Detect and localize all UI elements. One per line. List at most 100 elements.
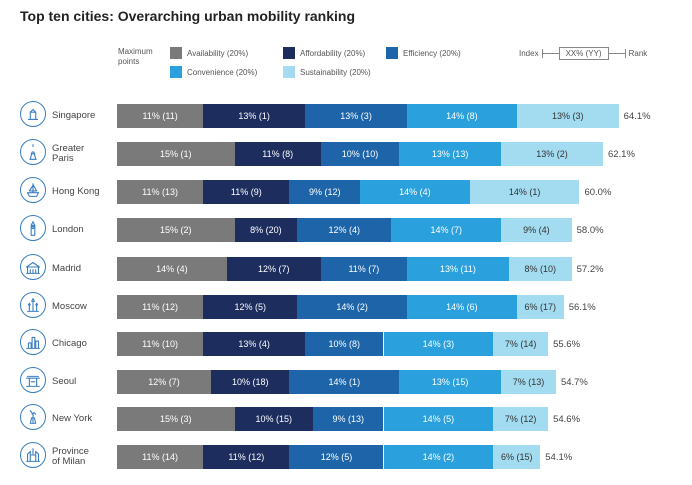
bar-segment-affordability-20: 8% (20) (234, 218, 298, 242)
data-label: 11% (12) (142, 302, 179, 312)
data-label: 14% (2) (336, 302, 368, 312)
bar-segment-efficiency-20: 9% (13) (312, 407, 384, 431)
bar-segment-efficiency-20: 10% (8) (305, 332, 384, 356)
total-index-label: 54.7% (560, 376, 588, 388)
category-label: Greater Paris (52, 143, 85, 164)
legend-key-right-line (608, 53, 625, 54)
bar-segment-availability-20: 11% (11) (117, 104, 204, 128)
cathedral-icon (20, 442, 46, 468)
data-label: 8% (10) (524, 264, 557, 274)
data-label: 10% (8) (328, 339, 361, 349)
data-label: 12% (7) (148, 377, 180, 387)
bar-segment-sustainability-20: 9% (4) (501, 218, 572, 242)
bar-row-province-of-milan: Province of Milan 11% (14) 11% (12) 12% (5)… (0, 442, 692, 470)
data-label: 14% (1) (328, 377, 361, 387)
legend-item-sustainability: Sustainability (20%) (283, 66, 371, 78)
bar-segment-availability-20: 11% (14) (117, 445, 204, 469)
legend-item-efficiency: Efficiency (20%) (386, 47, 461, 59)
data-label: 14% (6) (446, 302, 478, 312)
data-label: 13% (4) (238, 339, 270, 349)
data-label: 14% (1) (508, 187, 541, 197)
data-label: 11% (9) (230, 187, 262, 197)
legend-swatch-sustainability (283, 66, 295, 78)
data-label: 6% (17) (524, 302, 557, 312)
category-label: Hong Kong (52, 186, 100, 197)
data-label: 7% (14) (504, 339, 537, 349)
bar-segment-sustainability-20: 13% (3) (516, 104, 619, 128)
data-label: 13% (15) (431, 377, 469, 387)
data-label: 13% (1) (238, 111, 270, 121)
data-label: 15% (2) (160, 225, 192, 235)
total-index-label: 58.0% (576, 224, 604, 236)
bar-segment-efficiency-20: 9% (12) (289, 180, 360, 204)
data-label: 14% (8) (446, 111, 478, 121)
data-label: 11% (7) (348, 264, 380, 274)
bar-segment-convenience-20: 13% (15) (399, 370, 502, 394)
bar-segment-efficiency-20: 12% (4) (297, 218, 392, 242)
category-label: London (52, 224, 84, 235)
bar-segment-convenience-20: 14% (4) (359, 180, 470, 204)
bar-segment-availability-20: 15% (3) (117, 407, 235, 431)
total-index-label: 56.1% (568, 301, 596, 313)
data-label: 11% (12) (228, 452, 265, 462)
total-index-label: 64.1% (623, 110, 651, 122)
bar-row-hong-kong: Hong Kong 11% (13) 11% (9) 9% (12) 14% (4) 14… (0, 177, 692, 205)
legend-key-left-line (542, 53, 559, 54)
data-label: 7% (12) (504, 414, 537, 424)
legend-key-index-label: Index (519, 49, 539, 58)
bar-segment-convenience-20: 14% (3) (383, 332, 494, 356)
data-label: 13% (2) (536, 149, 568, 159)
statue-of-liberty-icon (20, 404, 46, 430)
data-label: 9% (13) (332, 414, 364, 424)
bar-row-new-york: New York 15% (3) 10% (15) 9% (13) 14% (5) 7% … (0, 404, 692, 432)
legend-maximum-points-label: Maximum points (118, 47, 153, 66)
bar-row-seoul: Seoul 12% (7) 10% (18) 14% (1) 13% (15) 7% (1… (0, 367, 692, 395)
data-label: 13% (3) (551, 111, 584, 121)
bar-segment-efficiency-20: 14% (1) (289, 370, 400, 394)
bar-segment-convenience-20: 13% (11) (407, 257, 509, 281)
legend-item-availability: Availability (20%) (170, 47, 248, 59)
bar-segment-sustainability-20: 7% (14) (493, 332, 549, 356)
bar-segment-sustainability-20: 8% (10) (508, 257, 572, 281)
bar-segment-availability-20: 14% (4) (117, 257, 227, 281)
bar-segment-convenience-20: 14% (2) (383, 445, 494, 469)
bar-segment-sustainability-20: 7% (12) (493, 407, 549, 431)
bar-row-greater-paris: Greater Paris 15% (1) 11% (8) 10% (10) 13% (… (0, 139, 692, 167)
bar-segment-efficiency-20: 10% (10) (320, 142, 400, 166)
legend-swatch-availability (170, 47, 182, 59)
legend-label-affordability: Affordability (20%) (300, 48, 366, 58)
legend-label-efficiency: Efficiency (20%) (403, 48, 461, 58)
total-index-label: 55.6% (553, 338, 581, 350)
bar-segment-sustainability-20: 6% (15) (493, 445, 541, 469)
data-label: 10% (10) (341, 149, 379, 159)
bar-row-singapore: Singapore 11% (11) 13% (1) 13% (3) 14% (8) 13… (0, 101, 692, 129)
data-label: 12% (5) (320, 452, 353, 462)
data-label: 9% (4) (523, 225, 550, 235)
bar-segment-efficiency-20: 14% (2) (297, 295, 407, 319)
total-index-label: 62.1% (607, 148, 635, 160)
data-label: 14% (3) (422, 339, 455, 349)
data-label: 12% (7) (258, 264, 290, 274)
data-label: 7% (13) (512, 377, 545, 387)
data-label: 15% (3) (160, 414, 192, 424)
bar-segment-sustainability-20: 6% (17) (516, 295, 564, 319)
legend-label-availability: Availability (20%) (187, 48, 249, 58)
bar-segment-sustainability-20: 13% (2) (501, 142, 603, 166)
data-label: 13% (11) (440, 264, 476, 274)
data-label: 11% (14) (142, 452, 179, 462)
merlion-icon (20, 101, 46, 127)
chart-title: Top ten cities: Overarching urban mobili… (20, 8, 356, 24)
bar-segment-efficiency-20: 13% (3) (305, 104, 407, 128)
bar-segment-affordability-20: 11% (8) (234, 142, 321, 166)
bar-segment-efficiency-20: 11% (7) (320, 257, 407, 281)
legend-label-sustainability: Sustainability (20%) (300, 67, 371, 77)
bar-segment-sustainability-20: 14% (1) (469, 180, 580, 204)
data-label: 10% (18) (231, 377, 269, 387)
eiffel-tower-icon (20, 139, 46, 165)
bar-segment-affordability-20: 11% (9) (203, 180, 290, 204)
data-label: 8% (20) (250, 225, 282, 235)
legend-key-box: XX% (YY) (558, 47, 609, 60)
legend-swatch-affordability (283, 47, 295, 59)
bar-segment-availability-20: 11% (12) (117, 295, 204, 319)
legend-swatch-efficiency (386, 47, 398, 59)
